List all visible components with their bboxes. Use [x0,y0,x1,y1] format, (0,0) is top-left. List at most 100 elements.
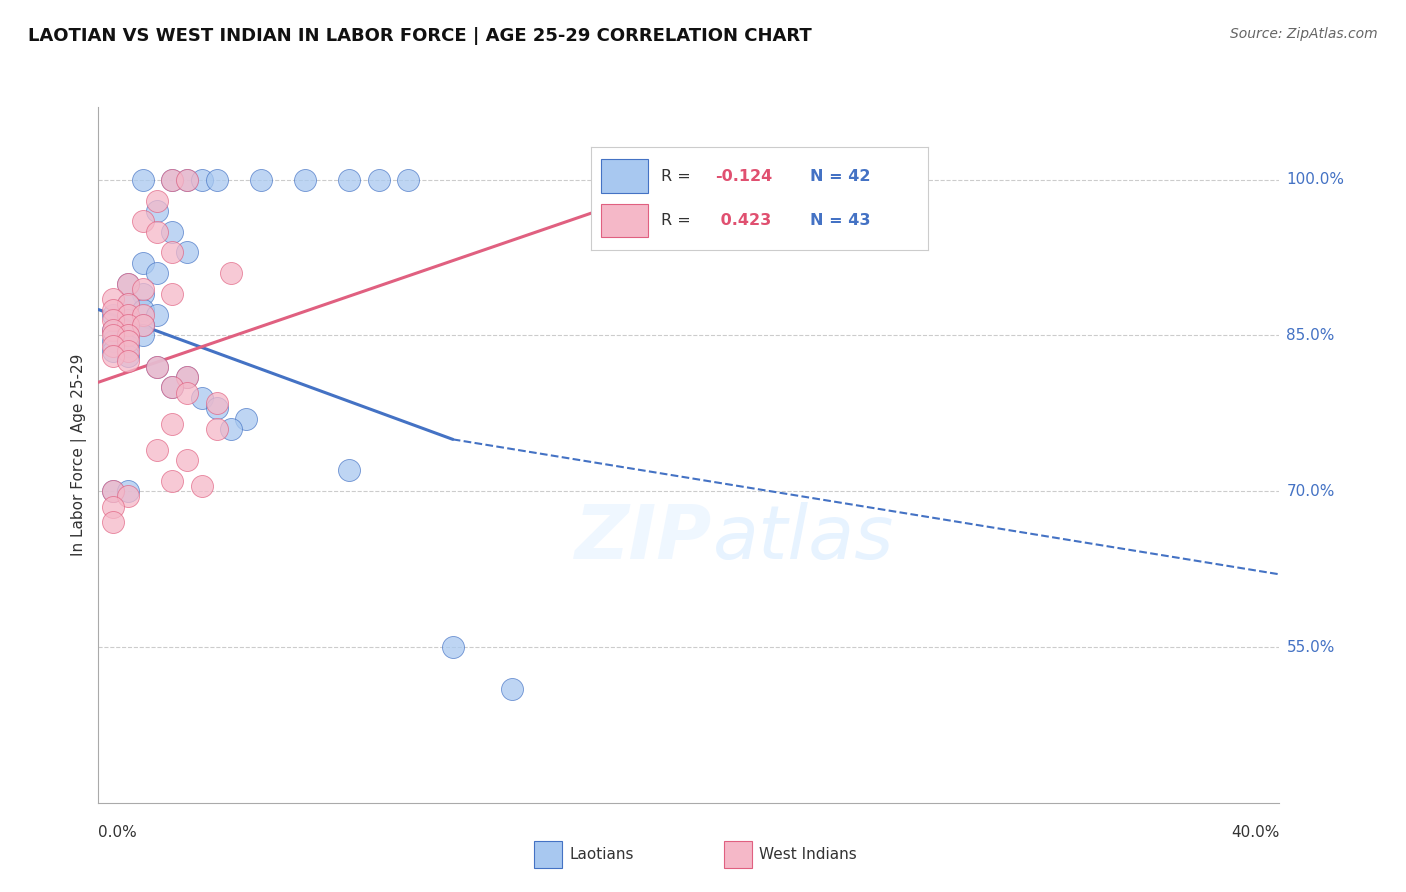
Point [117,297,139,311]
Point [396,172,419,186]
Point [103,339,125,353]
Y-axis label: In Labor Force | Age 25-29: In Labor Force | Age 25-29 [72,354,87,556]
Text: 85.0%: 85.0% [1286,328,1334,343]
Point [103,323,125,337]
Point [146,194,169,208]
Bar [600,203,648,237]
Point [103,328,125,343]
Point [117,339,139,353]
Text: N = 43: N = 43 [810,213,870,228]
Point [103,334,125,348]
Point [146,359,169,374]
Point [132,282,155,296]
Point [146,442,169,457]
Point [117,277,139,291]
Point [103,516,125,530]
Point [162,417,183,431]
Text: West Indians: West Indians [759,847,858,862]
Point [103,292,125,306]
Point [176,453,198,467]
Text: Source: ZipAtlas.com: Source: ZipAtlas.com [1230,27,1378,41]
Point [132,308,155,322]
Point [176,245,198,260]
Text: N = 42: N = 42 [810,169,870,184]
Point [132,318,155,332]
Text: 40.0%: 40.0% [1232,825,1279,840]
Point [191,172,214,186]
Point [103,484,125,499]
Point [219,266,243,280]
Text: -0.124: -0.124 [716,169,773,184]
Point [162,287,183,301]
Text: Laotians: Laotians [569,847,634,862]
Point [103,349,125,363]
Point [103,323,125,337]
Point [162,380,183,394]
Point [664,172,686,186]
Point [368,172,391,186]
Point [205,172,228,186]
Point [235,411,257,425]
Point [117,277,139,291]
Text: R =: R = [661,169,696,184]
Point [103,313,125,327]
Bar [600,160,648,194]
Point [337,463,360,477]
Text: LAOTIAN VS WEST INDIAN IN LABOR FORCE | AGE 25-29 CORRELATION CHART: LAOTIAN VS WEST INDIAN IN LABOR FORCE | … [28,27,811,45]
Point [693,172,716,186]
Point [162,380,183,394]
Point [103,308,125,322]
Point [103,500,125,514]
Point [103,344,125,359]
Point [146,359,169,374]
Point [337,172,360,186]
Point [294,172,316,186]
Point [117,318,139,332]
Point [103,484,125,499]
Point [117,328,139,343]
Point [176,370,198,384]
Point [117,334,139,348]
Point [117,354,139,368]
Point [205,401,228,416]
Point [132,172,155,186]
Point [176,172,198,186]
Point [205,396,228,410]
Point [117,349,139,363]
Point [117,313,139,327]
Point [117,344,139,359]
Point [162,172,183,186]
Point [176,172,198,186]
Point [162,172,183,186]
Point [146,308,169,322]
Text: ZIP: ZIP [575,502,713,575]
Text: 100.0%: 100.0% [1286,172,1344,187]
Text: 0.423: 0.423 [716,213,772,228]
Point [103,302,125,317]
Point [146,266,169,280]
Point [191,391,214,405]
Text: R =: R = [661,213,696,228]
Point [501,681,523,696]
Point [176,370,198,384]
Point [191,479,214,493]
Point [441,640,464,654]
Point [132,318,155,332]
Point [162,245,183,260]
Point [162,474,183,488]
Point [117,328,139,343]
Point [117,297,139,311]
Point [132,302,155,317]
Point [162,225,183,239]
Point [132,287,155,301]
Point [146,225,169,239]
Point [132,328,155,343]
Point [117,490,139,504]
Point [250,172,273,186]
Text: 70.0%: 70.0% [1286,483,1334,499]
Point [117,484,139,499]
Point [219,422,243,436]
Text: 55.0%: 55.0% [1286,640,1334,655]
Point [205,422,228,436]
Point [146,203,169,218]
